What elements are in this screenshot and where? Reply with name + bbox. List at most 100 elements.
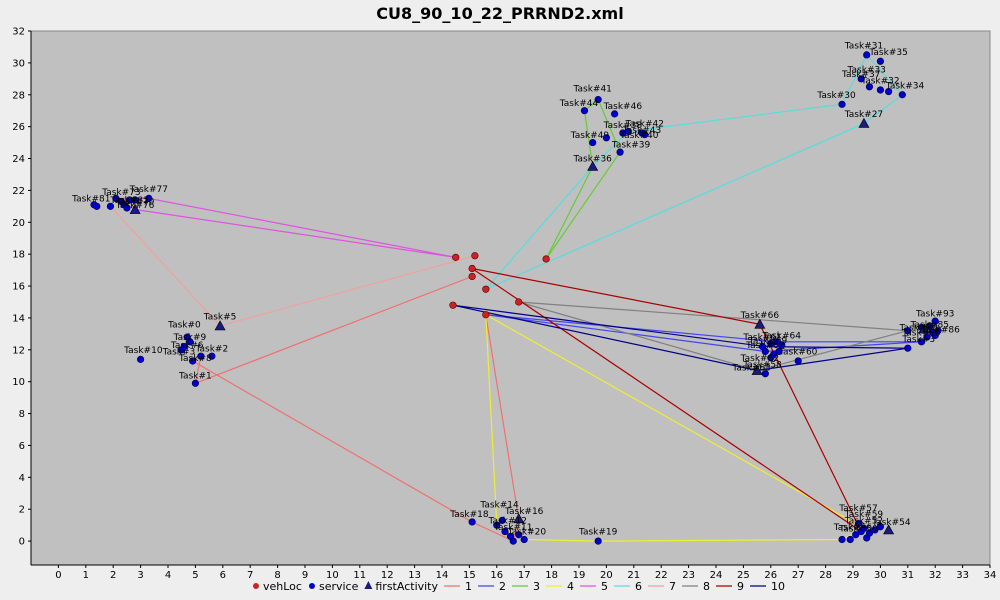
x-tick-label: 19 bbox=[573, 570, 586, 581]
task-label: Task#64 bbox=[762, 332, 802, 342]
task-label: Task#62 bbox=[740, 354, 779, 364]
service-point bbox=[602, 134, 611, 142]
x-tick-label: 17 bbox=[518, 570, 531, 581]
axes-layer: 0 1 2 3 4 5 6 7 8 9 10 11 12 13 14 15 16 17 18 19 20 21 22 23 24… bbox=[12, 27, 996, 582]
service-point bbox=[509, 537, 517, 545]
task-label: Task#90 bbox=[901, 328, 941, 338]
first-activity-marker bbox=[587, 160, 599, 171]
service-point bbox=[594, 537, 602, 545]
service-point bbox=[898, 91, 906, 99]
service-point bbox=[775, 347, 783, 356]
first-activity-marker bbox=[883, 524, 895, 535]
task-label: Task#54 bbox=[871, 518, 911, 528]
y-tick-label: 12 bbox=[12, 345, 25, 356]
task-label: Task#12 bbox=[488, 517, 527, 527]
task-label: Task#58 bbox=[742, 360, 782, 370]
service-point bbox=[860, 524, 868, 532]
vehloc-point bbox=[449, 301, 457, 309]
x-tick-label: 20 bbox=[600, 570, 613, 581]
first-activity-marker bbox=[129, 203, 141, 214]
task-label: Task#6 bbox=[170, 341, 204, 351]
y-tick-label: 28 bbox=[12, 90, 25, 101]
x-tick-label: 29 bbox=[847, 570, 860, 581]
service-point bbox=[923, 333, 931, 341]
x-tick-label: 34 bbox=[984, 570, 997, 581]
service-point bbox=[876, 57, 885, 65]
y-tick-label: 16 bbox=[12, 282, 25, 293]
service-point bbox=[589, 138, 597, 147]
legend-label: 9 bbox=[737, 580, 744, 593]
y-tick-label: 30 bbox=[12, 58, 25, 69]
task-label: Task#36 bbox=[572, 155, 612, 165]
service-point bbox=[846, 535, 854, 544]
service-point bbox=[520, 535, 528, 544]
y-tick-label: 18 bbox=[12, 250, 25, 261]
plot-area bbox=[30, 30, 991, 566]
task-label: Task#11 bbox=[493, 523, 532, 533]
service-point bbox=[854, 519, 863, 528]
task-label: Task#5 bbox=[203, 313, 237, 323]
task-label: Task#19 bbox=[578, 528, 618, 538]
vehloc-point bbox=[468, 264, 476, 273]
x-tick-label: 11 bbox=[353, 570, 366, 581]
legend-label: 1 bbox=[465, 580, 472, 593]
task-label: Task#27 bbox=[844, 110, 883, 120]
y-tick-label: 22 bbox=[12, 186, 25, 197]
service-point bbox=[189, 357, 197, 365]
task-label: Task#82 bbox=[109, 196, 148, 206]
task-label: Task#67 bbox=[745, 341, 784, 351]
service-point bbox=[926, 322, 934, 330]
y-tick-label: 20 bbox=[12, 218, 25, 229]
y-tick-label: 8 bbox=[19, 409, 25, 420]
legend-label: 3 bbox=[533, 580, 540, 593]
legend-label: 5 bbox=[601, 580, 608, 593]
task-label: Task#39 bbox=[611, 140, 651, 150]
service-point bbox=[761, 370, 769, 378]
legend-label: 4 bbox=[567, 580, 574, 593]
task-label: Task#38 bbox=[603, 121, 643, 131]
service-point bbox=[137, 355, 145, 363]
task-label: Task#37 bbox=[841, 70, 880, 80]
legend-label: vehLoc bbox=[263, 580, 302, 593]
task-label: Task#20 bbox=[507, 528, 547, 538]
task-label: Task#49 bbox=[570, 131, 610, 141]
x-tick-label: 6 bbox=[220, 570, 226, 581]
x-tick-label: 13 bbox=[408, 570, 421, 581]
service-point bbox=[498, 516, 506, 524]
service-point bbox=[904, 327, 912, 335]
x-tick-label: 30 bbox=[874, 570, 887, 581]
task-label: Task#70 bbox=[115, 198, 155, 208]
x-tick-label: 12 bbox=[381, 570, 394, 581]
task-label: Task#63 bbox=[731, 364, 770, 374]
task-label: Task#43 bbox=[622, 126, 661, 136]
first-activity-marker bbox=[751, 364, 763, 375]
x-tick-label: 3 bbox=[137, 570, 143, 581]
service-point bbox=[611, 110, 619, 118]
task-label: Task#88 bbox=[899, 324, 939, 334]
service-point bbox=[501, 527, 509, 536]
task-label: Task#50 bbox=[838, 525, 878, 535]
service-point bbox=[863, 51, 871, 59]
service-point bbox=[778, 341, 786, 349]
service-point bbox=[885, 87, 893, 96]
task-label: Task#56 bbox=[833, 523, 873, 533]
legend-label: 10 bbox=[771, 580, 785, 593]
service-point bbox=[183, 333, 191, 341]
service-point bbox=[624, 127, 632, 136]
x-tick-label: 0 bbox=[55, 570, 61, 581]
points-layer bbox=[90, 51, 942, 545]
task-label: Task#35 bbox=[868, 48, 907, 58]
x-tick-label: 7 bbox=[247, 570, 253, 581]
route-3 bbox=[545, 98, 621, 260]
task-label: Task#32 bbox=[860, 77, 899, 87]
service-point bbox=[191, 379, 199, 387]
task-label: Task#52 bbox=[844, 517, 883, 527]
vehloc-point bbox=[482, 285, 490, 293]
task-label: Task#77 bbox=[129, 185, 168, 195]
y-tick-label: 14 bbox=[12, 313, 25, 324]
service-point bbox=[180, 343, 189, 351]
task-label: Task#61 bbox=[742, 333, 781, 343]
route-8 bbox=[518, 301, 908, 372]
